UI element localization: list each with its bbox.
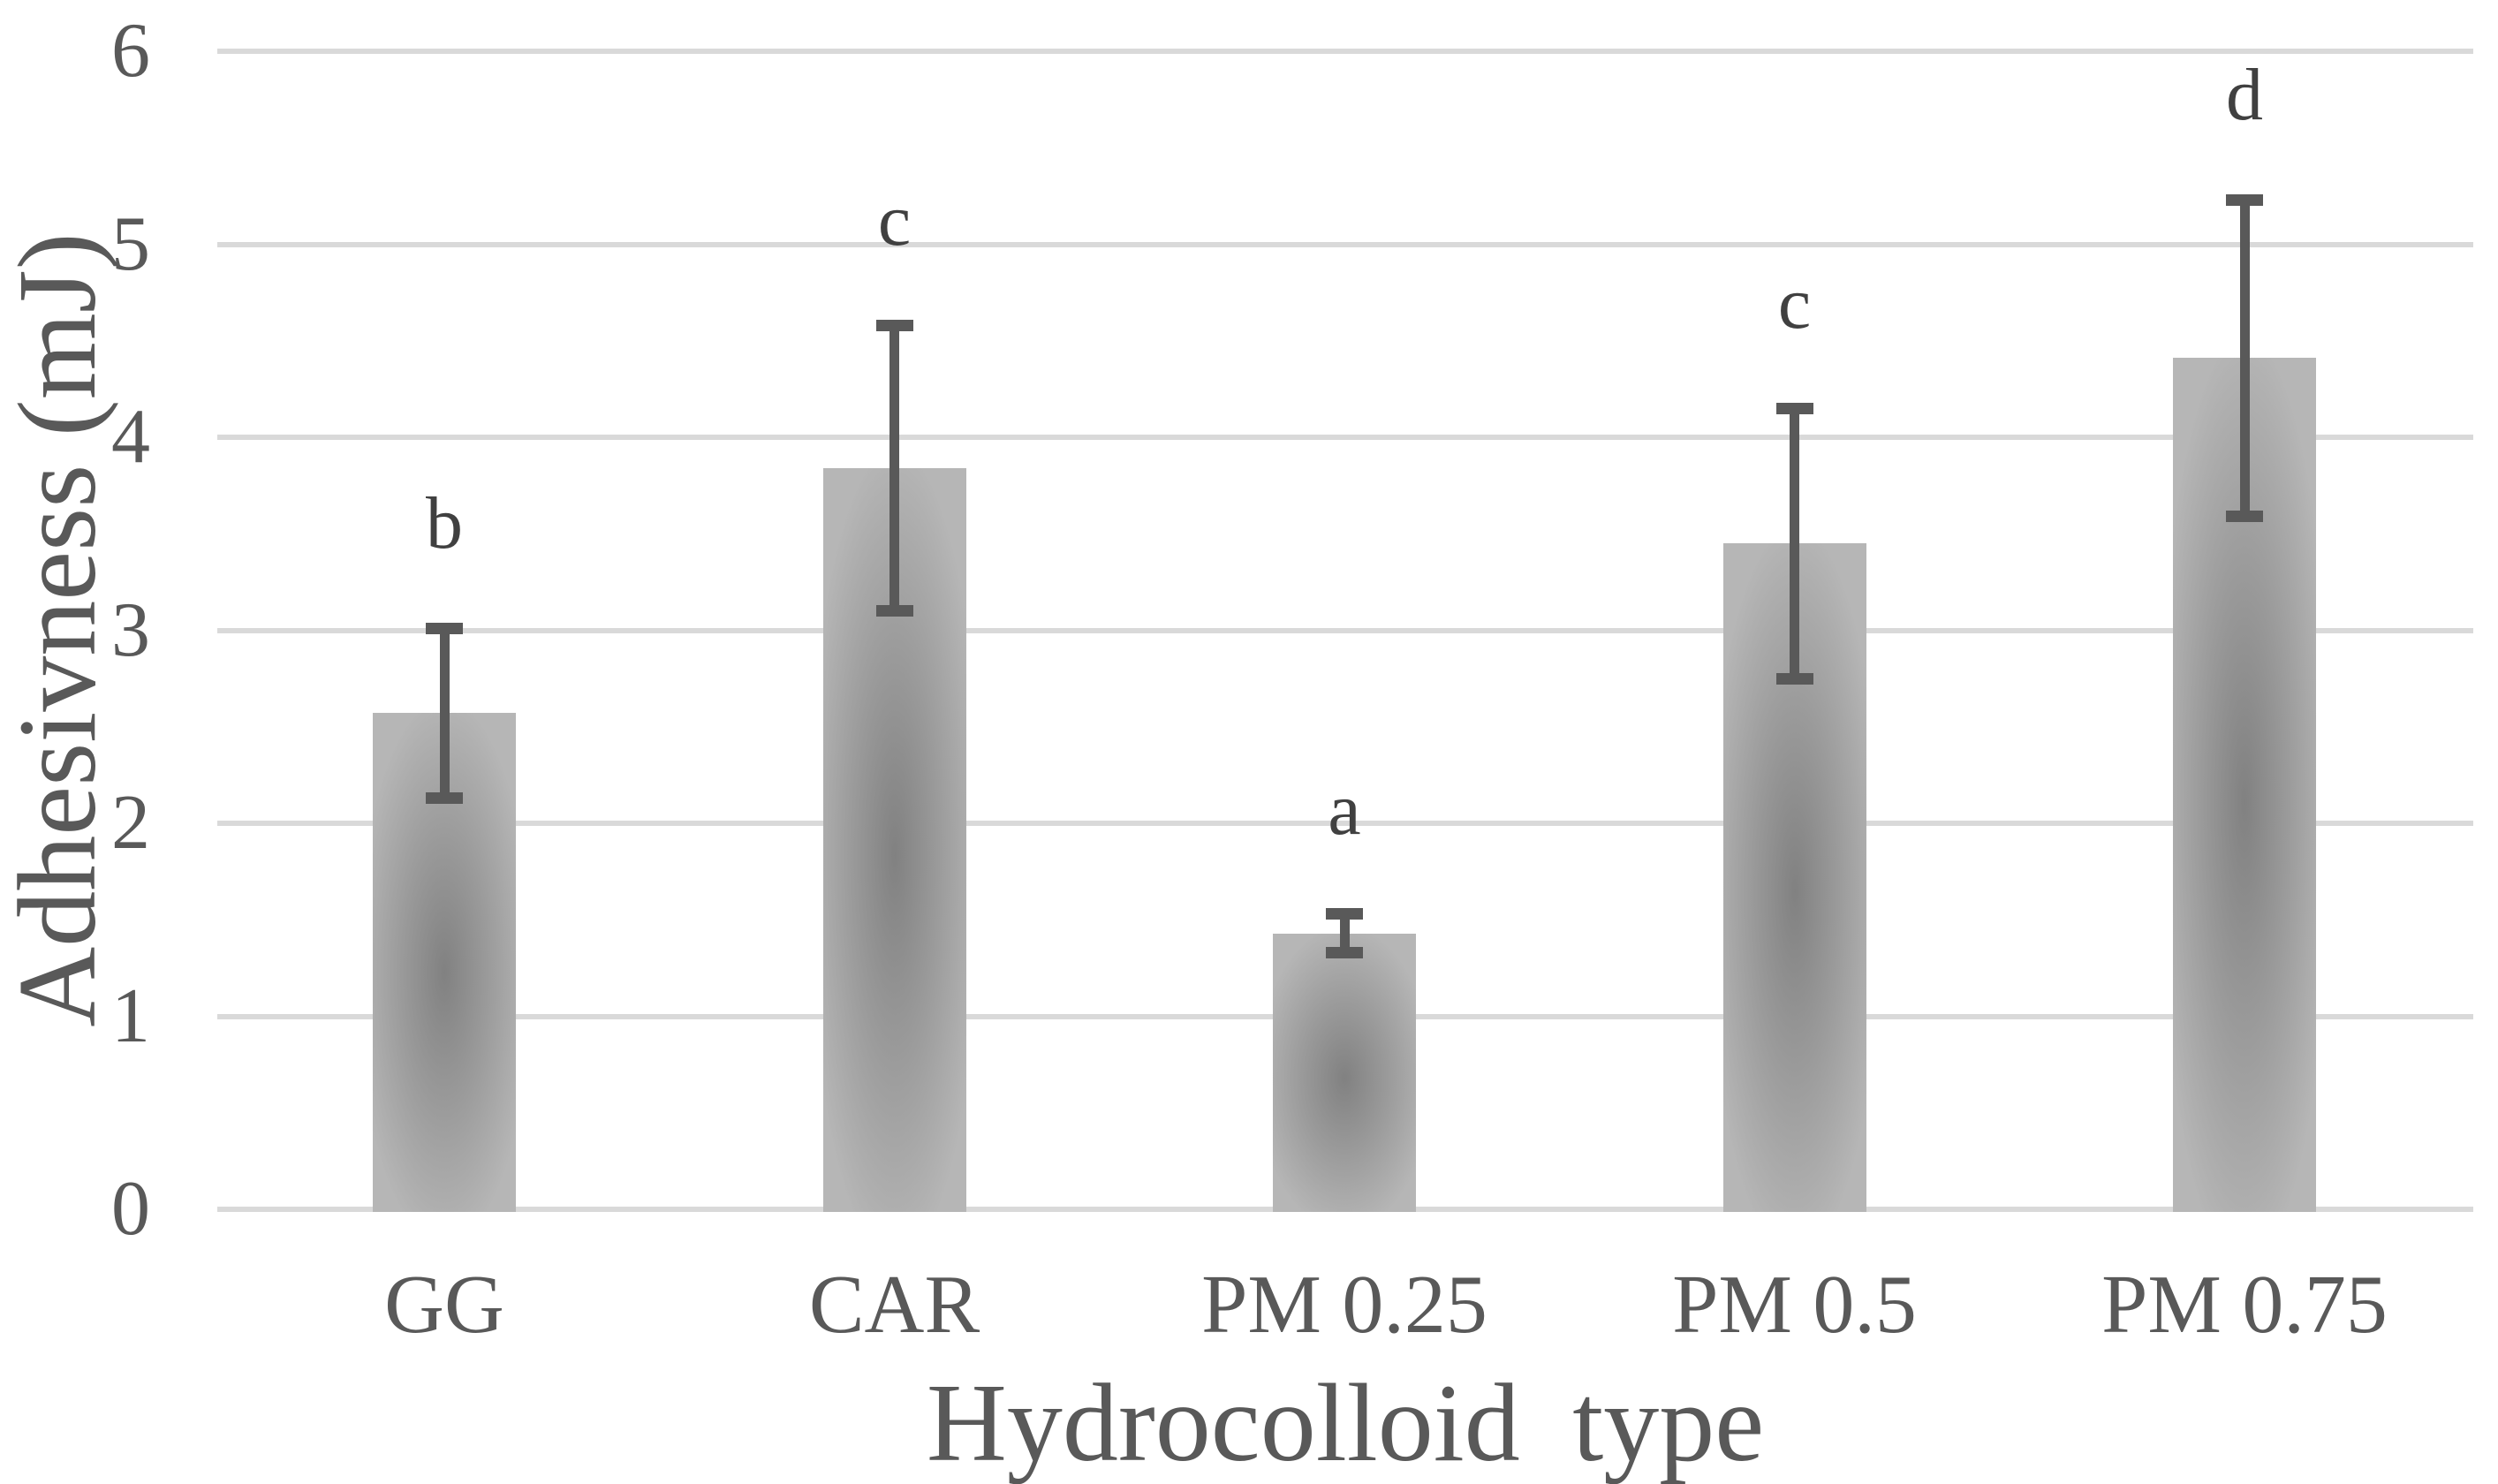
significance-letter-a: a (1328, 768, 1361, 851)
significance-letter-c: c (877, 179, 912, 262)
y-tick-label-4: 4 (111, 394, 150, 480)
y-tick-label-6: 6 (111, 8, 150, 94)
error-bar-cap-top (1775, 402, 1813, 414)
significance-letter-d: d (2226, 54, 2263, 137)
error-bar-cap-top (1326, 908, 1363, 920)
gridline-4 (217, 435, 2473, 440)
gridline-5 (217, 241, 2473, 247)
y-tick-label-2: 2 (111, 780, 150, 866)
x-category-label: PM 0.5 (1672, 1259, 1917, 1351)
error-bar-cap-bottom (1775, 672, 1813, 685)
error-bar-cap-bottom (1326, 946, 1363, 958)
error-bar-cap-bottom (2226, 511, 2263, 523)
error-bar-line (2239, 200, 2250, 517)
bar-pm-0.25 (1273, 933, 1416, 1212)
y-tick-label-0: 0 (111, 1166, 150, 1252)
error-bar-line (1790, 408, 1799, 679)
x-category-label: GG (384, 1259, 504, 1351)
gridline-6 (217, 49, 2473, 54)
gridline-2 (217, 821, 2473, 826)
x-category-label: PM 0.75 (2101, 1259, 2388, 1351)
error-bar-cap-top (875, 319, 913, 331)
significance-letter-b: b (426, 482, 463, 565)
x-category-label: PM 0.25 (1201, 1259, 1487, 1351)
error-bar-line (889, 325, 899, 611)
significance-letter-c: c (1777, 262, 1812, 345)
x-axis-title: Hydrocolloid type (926, 1362, 1765, 1484)
y-tick-label-5: 5 (111, 201, 150, 287)
error-bar-cap-top (2226, 193, 2263, 206)
error-bar-line (1339, 913, 1350, 953)
error-bar-line (439, 628, 450, 799)
y-tick-label-3: 3 (111, 587, 150, 673)
error-bar-cap-top (426, 622, 463, 634)
error-bar-cap-bottom (426, 792, 463, 805)
error-bar-cap-bottom (875, 605, 913, 617)
x-category-label: CAR (808, 1259, 980, 1351)
y-tick-label-1: 1 (111, 973, 150, 1059)
gridline-3 (217, 627, 2473, 633)
